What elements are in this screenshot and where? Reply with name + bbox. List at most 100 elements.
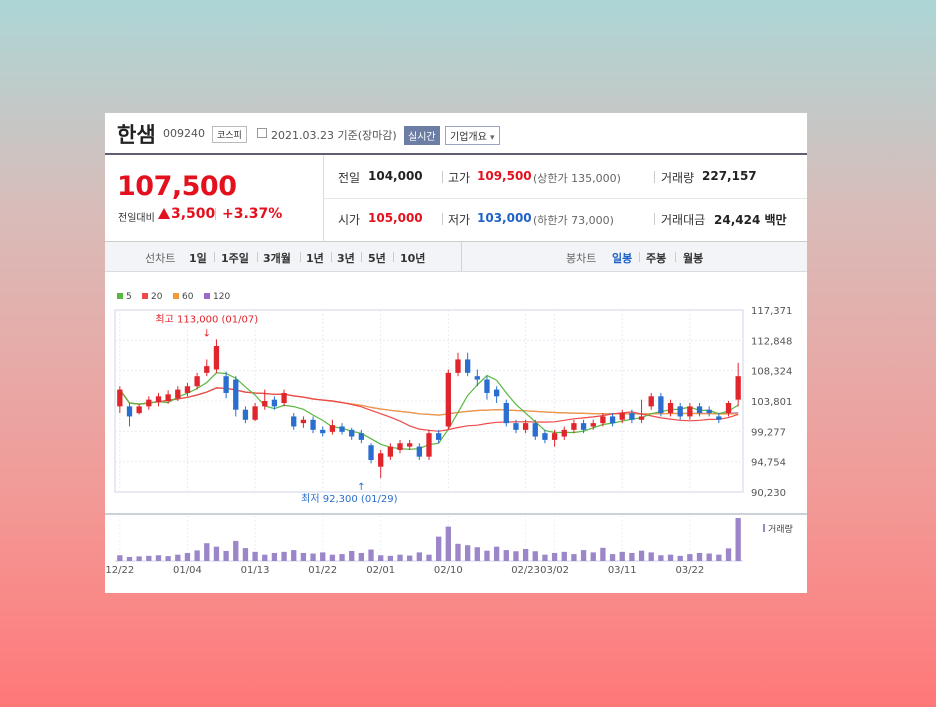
period-1y[interactable]: 1년 [306, 252, 324, 265]
x-tick-label: 12/22 [105, 565, 134, 576]
volume-bar [407, 555, 413, 561]
volume-bar [213, 546, 220, 561]
candle-body [165, 394, 171, 402]
candle-daily[interactable]: 일봉 [612, 252, 633, 265]
stock-card: 한샘 009240 코스피 2021.03.23 기준(장마감) 실시간 기업개… [105, 113, 807, 593]
candle-body [233, 379, 239, 410]
period-1w[interactable]: 1주일 [221, 252, 249, 265]
volume-bar [146, 555, 152, 561]
volume-bar [522, 548, 529, 561]
candle-body [300, 419, 307, 424]
volume-bar [532, 551, 538, 561]
volume-bar [725, 548, 732, 561]
y-tick-label: 90,230 [751, 488, 786, 499]
candle-body [455, 359, 461, 373]
divider [361, 252, 362, 262]
high-label: 고가 [448, 171, 471, 185]
candle-body [175, 389, 181, 399]
candle-body [416, 446, 422, 457]
divider [323, 198, 807, 199]
divider [654, 213, 655, 225]
candle-body [281, 392, 287, 404]
period-3y[interactable]: 3년 [337, 252, 355, 265]
candle-body [349, 429, 355, 437]
volume-bar [397, 554, 403, 561]
volume-bar [629, 552, 635, 561]
x-tick-label: 03/22 [675, 565, 704, 576]
period-10y[interactable]: 10년 [400, 252, 426, 265]
volume-bar [426, 554, 432, 561]
upper-limit: (상한가 135,000) [533, 172, 621, 185]
volume-bar [648, 552, 654, 561]
realtime-button[interactable]: 실시간 [404, 126, 440, 145]
volume-bar [242, 548, 249, 561]
x-tick-label: 02/23 [511, 565, 540, 576]
volume-bar [484, 550, 490, 561]
volume-bar [358, 552, 365, 561]
arrow-up-icon: ↑ [357, 482, 365, 493]
candle-body [445, 372, 451, 427]
volume-bar [474, 547, 480, 561]
volume-bar [368, 549, 374, 561]
volume-bar [184, 552, 191, 561]
period-1d[interactable]: 1일 [189, 252, 207, 265]
y-tick-label: 103,801 [751, 397, 792, 408]
volume-legend-label: 거래량 [768, 523, 793, 535]
line-chart-label: 선차트 [145, 252, 176, 265]
volume-bar [416, 552, 422, 561]
legend-label: 20 [151, 292, 163, 302]
volume-bar [493, 546, 500, 561]
up-triangle-icon [158, 208, 170, 219]
volume-bar [503, 550, 509, 561]
low-value: 103,000 [477, 211, 532, 225]
volume-bar [194, 550, 200, 561]
candle-body [146, 399, 152, 407]
candle-body [648, 396, 654, 407]
market-badge: 코스피 [212, 126, 247, 143]
volume-bar [165, 556, 171, 561]
x-tick-label: 02/10 [434, 565, 463, 576]
candle-weekly[interactable]: 주봉 [646, 252, 667, 265]
divider [442, 213, 443, 225]
chevron-down-icon: ▾ [490, 133, 495, 143]
candle-body [136, 406, 142, 414]
candle-body [600, 416, 606, 424]
volume-bar [204, 543, 210, 561]
candle-monthly[interactable]: 월봉 [683, 252, 704, 265]
candle-body [493, 389, 500, 397]
candle-body [194, 376, 200, 387]
price-summary: 107,500 전일대비 3,500 +3.37% 전일 104,000 고가 … [105, 155, 807, 242]
period-3m[interactable]: 3개월 [263, 252, 291, 265]
open-label: 시가 [338, 213, 361, 227]
candle-body [706, 409, 712, 414]
volume-bar [300, 552, 307, 561]
candle-body [242, 409, 249, 420]
legend-swatch [142, 293, 148, 299]
period-5y[interactable]: 5년 [368, 252, 386, 265]
volume-bar [706, 553, 712, 561]
change-amount: 3,500 [171, 206, 216, 222]
candle-body [580, 423, 587, 430]
candle-body [609, 416, 616, 424]
candle-body [474, 376, 480, 380]
volume-bar [136, 556, 142, 561]
candle-body [397, 443, 403, 450]
candle-body [687, 406, 693, 417]
candle-body [658, 396, 664, 414]
volume-bar [619, 551, 625, 561]
open-value: 105,000 [368, 211, 423, 225]
y-tick-label: 99,277 [751, 427, 786, 438]
candle-body [590, 423, 596, 427]
volume-bar [252, 551, 258, 561]
company-overview-dropdown[interactable]: 기업개요 ▾ [445, 126, 500, 145]
divider [675, 252, 676, 262]
volume-bar [349, 550, 355, 561]
volume-bar [561, 551, 567, 561]
volume-bar [600, 547, 606, 561]
candle-body [619, 413, 625, 420]
divider [257, 252, 258, 262]
divider [331, 252, 332, 262]
stock-name: 한샘 [117, 123, 156, 147]
volume-bar [175, 554, 181, 561]
x-tick-label: 01/22 [308, 565, 337, 576]
